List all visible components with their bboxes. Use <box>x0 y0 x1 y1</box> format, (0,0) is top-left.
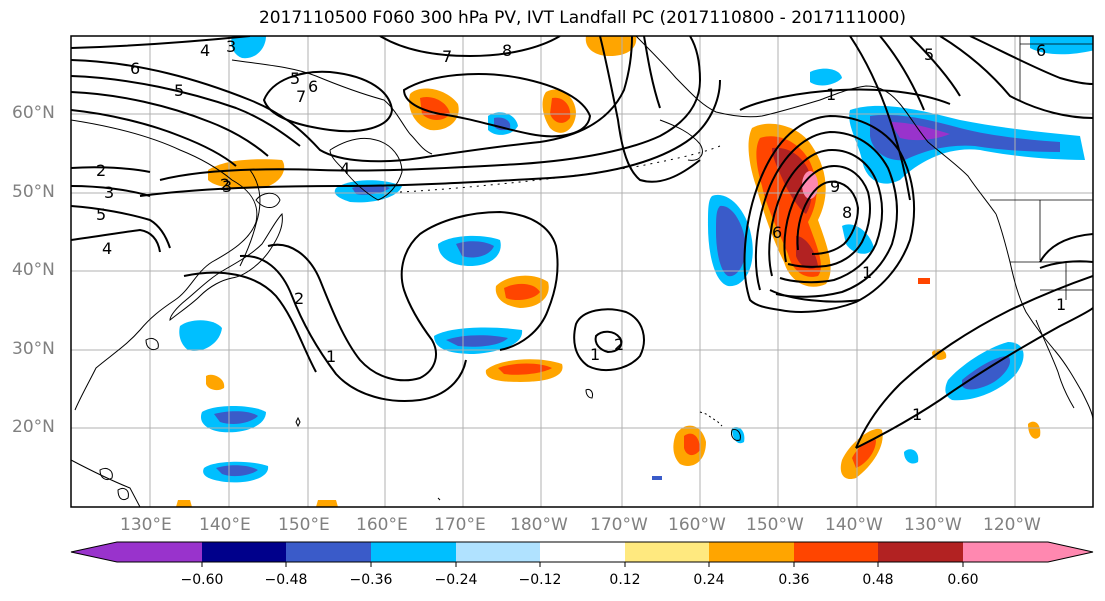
contour-label: 1 <box>590 345 600 364</box>
lon-label-140e: 140°E <box>199 515 251 535</box>
contour-labels: 6 5 4 3 2 3 5 4 2 4 5 6 7 8 7 3 2 1 2 1 … <box>96 37 1066 424</box>
lon-label-170e: 170°E <box>434 515 486 535</box>
colorbar-extend-low <box>71 542 117 562</box>
contour-label: 5 <box>290 69 300 88</box>
colorbar-tick: −0.60 <box>180 572 224 588</box>
contour-label: 2 <box>96 161 106 180</box>
contour-label: 4 <box>340 159 350 178</box>
lat-label-60n: 60°N <box>12 103 55 123</box>
colorbar-tick: 0.12 <box>609 572 641 588</box>
contour-label: 6 <box>772 223 782 242</box>
contour-label: 1 <box>1056 295 1066 314</box>
contour-label: 6 <box>308 77 318 96</box>
map-frame <box>70 35 1094 508</box>
colorbar-tick: −0.36 <box>349 572 393 588</box>
graticule <box>71 36 1093 507</box>
contour-label: 1 <box>826 85 836 104</box>
lat-label-30n: 30°N <box>12 339 55 359</box>
contour-label: 8 <box>842 203 852 222</box>
contour-label: 1 <box>326 347 336 366</box>
pv-contours <box>71 36 1093 449</box>
lon-label-150e: 150°E <box>278 515 330 535</box>
contour-label: 4 <box>102 239 112 258</box>
contour-label: 2 <box>220 175 230 194</box>
contour-label: 9 <box>830 177 840 196</box>
colorbar-tick: 0.36 <box>778 572 810 588</box>
lat-label-50n: 50°N <box>12 182 55 202</box>
colorbar-extend-high <box>1048 542 1093 562</box>
contour-label: 8 <box>502 41 512 60</box>
colorbar <box>70 541 1094 567</box>
map-area: 6 5 4 3 2 3 5 4 2 4 5 6 7 8 7 3 2 1 2 1 … <box>71 36 1093 507</box>
contour-label: 4 <box>200 41 210 60</box>
contour-label: 6 <box>1036 41 1046 60</box>
lon-label-130w: 130°W <box>904 515 962 535</box>
lon-label-130e: 130°E <box>120 515 172 535</box>
colorbar-tick: −0.48 <box>264 572 308 588</box>
lon-label-140w: 140°W <box>825 515 883 535</box>
contour-label: 3 <box>222 177 232 196</box>
coastlines <box>71 36 1093 507</box>
lat-label-20n: 20°N <box>12 417 55 437</box>
colorbar-tick: 0.24 <box>693 572 725 588</box>
colorbar-tick: −0.24 <box>434 572 478 588</box>
colorbar-tick: −0.12 <box>518 572 562 588</box>
lat-label-40n: 40°N <box>12 260 55 280</box>
contour-label: 1 <box>862 263 872 282</box>
contour-label: 6 <box>130 59 140 78</box>
contour-label: 5 <box>96 205 106 224</box>
colorbar-tick: 0.60 <box>947 572 979 588</box>
lon-label-160w: 160°W <box>668 515 726 535</box>
contour-label: 5 <box>174 81 184 100</box>
lon-label-160e: 160°E <box>356 515 408 535</box>
contour-label: 5 <box>924 45 934 64</box>
contour-label: 3 <box>226 37 236 56</box>
contour-label: 2 <box>294 289 304 308</box>
lon-label-180w: 180°W <box>510 515 568 535</box>
lon-label-150w: 150°W <box>746 515 804 535</box>
contour-label: 1 <box>912 405 922 424</box>
colorbar-tick: 0.48 <box>862 572 894 588</box>
contour-label: 7 <box>296 87 306 106</box>
contour-label: 2 <box>614 335 624 354</box>
plot-title: 2017110500 F060 300 hPa PV, IVT Landfall… <box>258 8 906 28</box>
contour-label: 3 <box>104 183 114 202</box>
lon-label-170w: 170°W <box>590 515 648 535</box>
contour-label: 7 <box>442 47 452 66</box>
lon-label-120w: 120°W <box>983 515 1041 535</box>
